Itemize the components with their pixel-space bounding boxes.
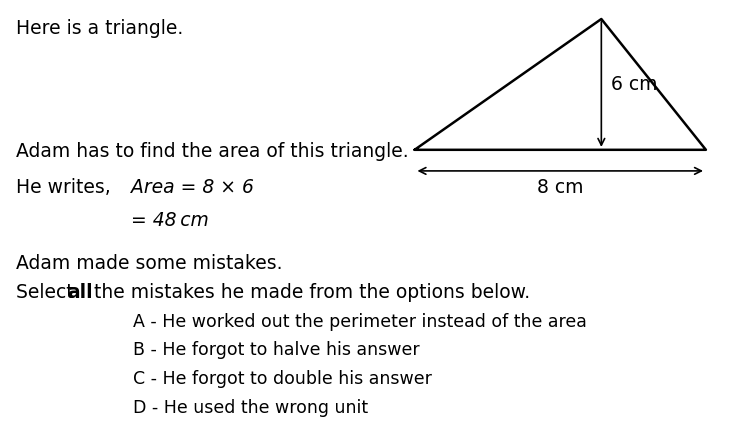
Text: the mistakes he made from the options below.: the mistakes he made from the options be…: [88, 282, 530, 302]
Text: 6 cm: 6 cm: [611, 75, 657, 94]
Text: A - He worked out the perimeter instead of the area: A - He worked out the perimeter instead …: [133, 313, 587, 330]
Text: all: all: [67, 282, 93, 302]
Text: D - He used the wrong unit: D - He used the wrong unit: [133, 399, 368, 417]
Text: Adam made some mistakes.: Adam made some mistakes.: [16, 254, 283, 273]
Text: Here is a triangle.: Here is a triangle.: [16, 19, 184, 38]
Text: Select: Select: [16, 282, 80, 302]
Text: C - He forgot to double his answer: C - He forgot to double his answer: [133, 370, 432, 388]
Text: He writes,: He writes,: [16, 178, 111, 197]
Text: = 48 cm: = 48 cm: [131, 211, 208, 230]
Text: Area = 8 × 6: Area = 8 × 6: [131, 178, 253, 197]
Text: B - He forgot to halve his answer: B - He forgot to halve his answer: [133, 341, 420, 359]
Text: Adam has to find the area of this triangle.: Adam has to find the area of this triang…: [16, 142, 409, 162]
Text: 8 cm: 8 cm: [537, 178, 583, 197]
